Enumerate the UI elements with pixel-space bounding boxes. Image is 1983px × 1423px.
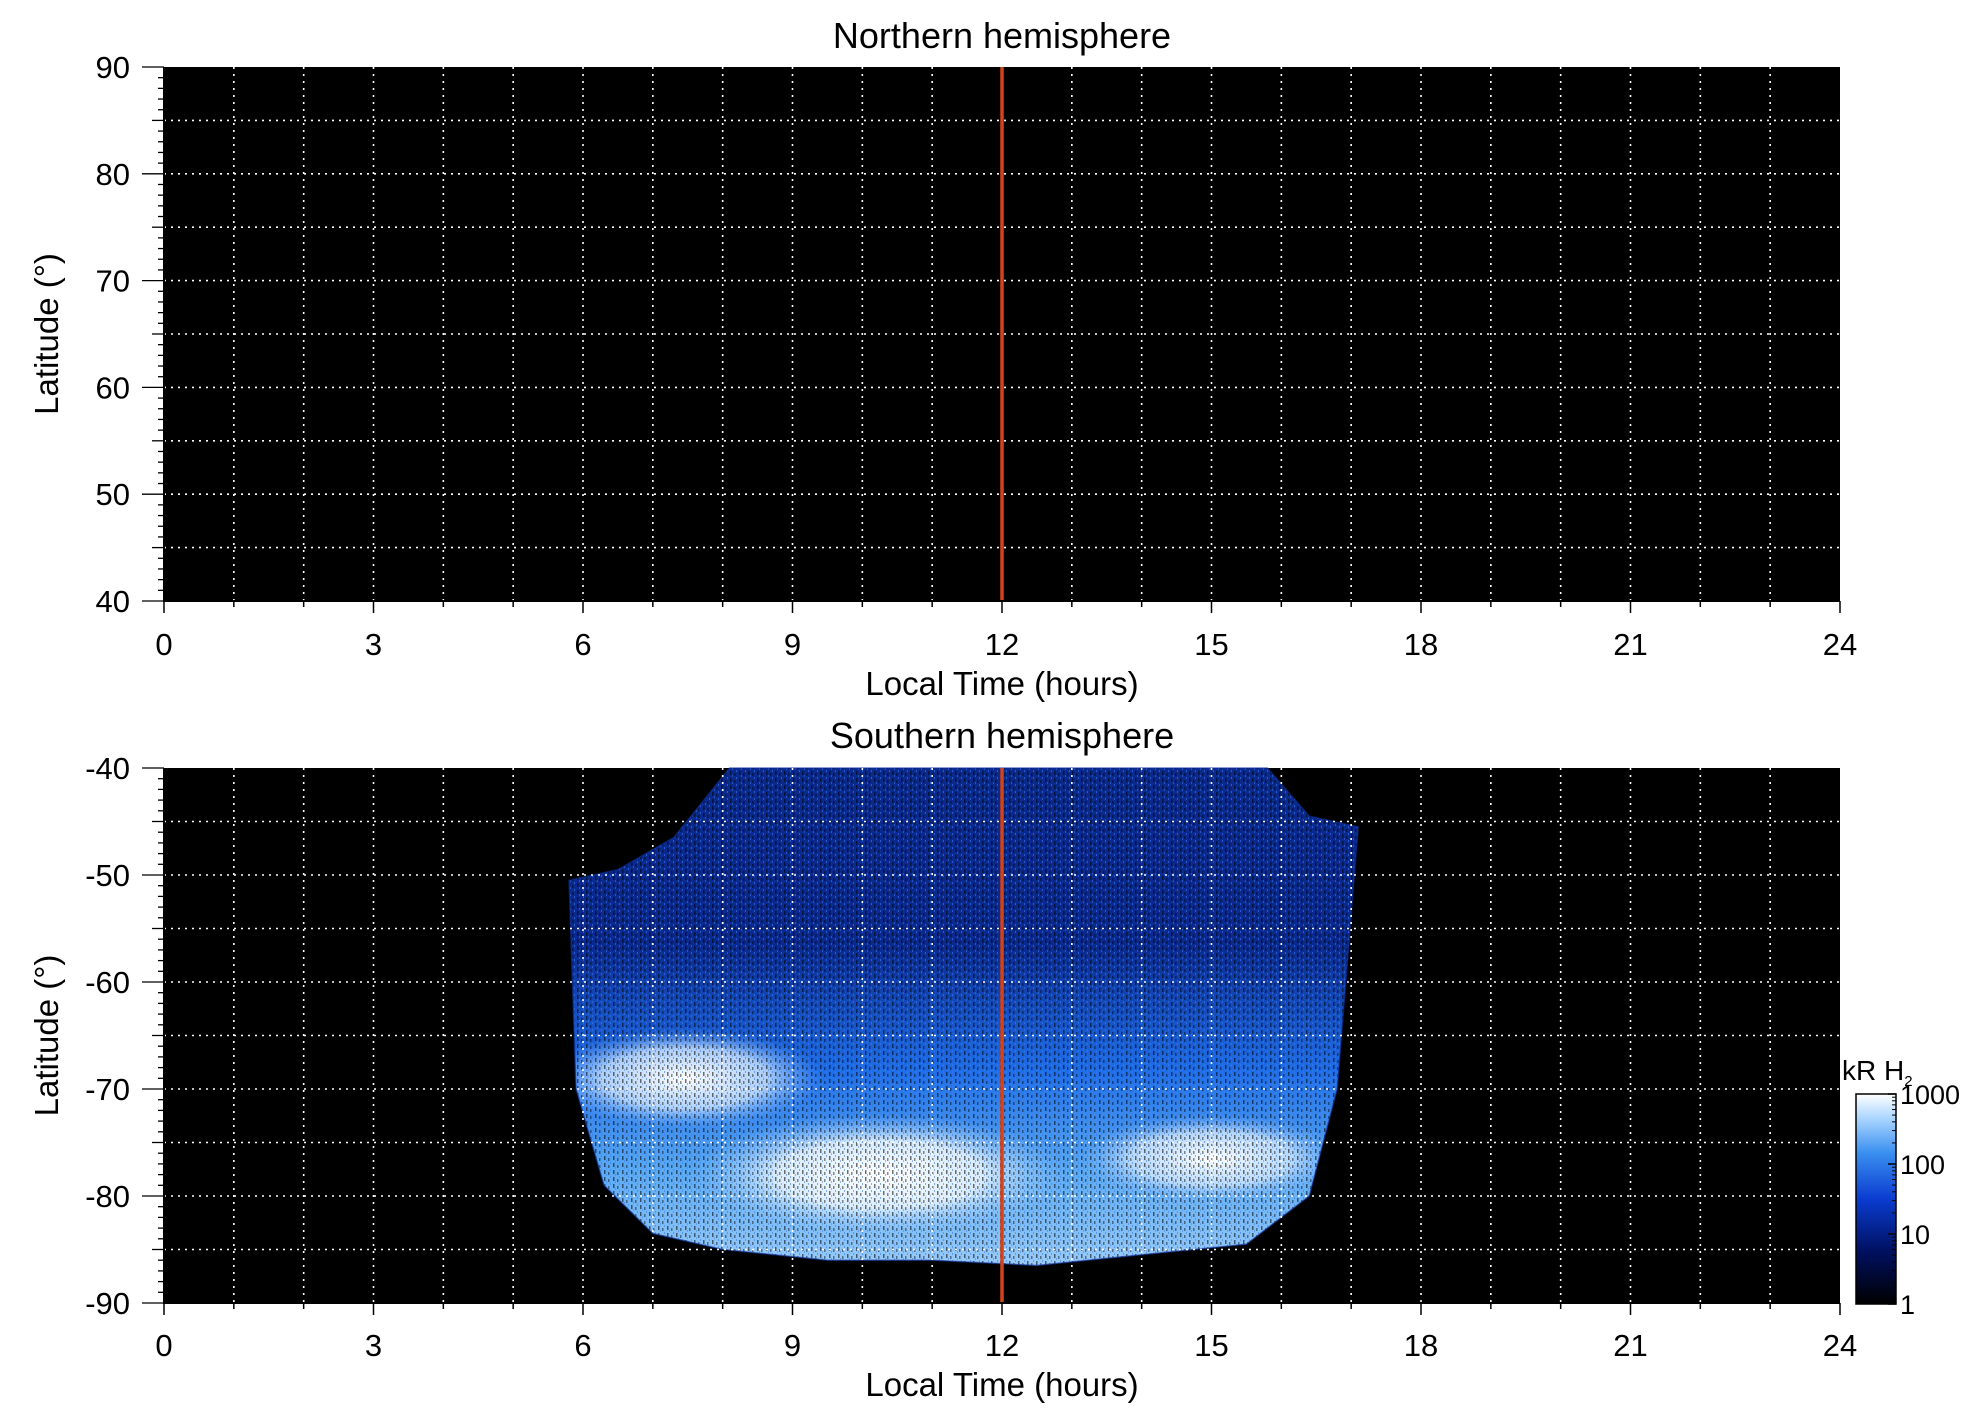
southern-panel: 0 3 6 9 12 15 18 21 24 -40 -50 -60 -70 -80 -90 Southern… <box>28 715 1857 1403</box>
y-tick-label: 40 <box>96 584 130 619</box>
axes <box>142 767 1841 1315</box>
x-tick-label: 24 <box>1823 1328 1857 1363</box>
y-tick-label: -40 <box>85 751 130 786</box>
axes <box>142 66 1841 613</box>
x-tick-label: 15 <box>1194 627 1228 662</box>
y-axis-label: Latitude (°) <box>28 253 65 415</box>
x-tick-label: 15 <box>1194 1328 1228 1363</box>
x-tick-label: 21 <box>1613 1328 1647 1363</box>
x-axis-label: Local Time (hours) <box>865 1366 1138 1403</box>
northern-panel: 0 3 6 9 12 15 18 21 24 40 50 60 70 80 90 Northern hemis… <box>28 15 1857 702</box>
y-tick-label: 80 <box>96 157 130 192</box>
y-tick-label: 90 <box>96 50 130 85</box>
grid <box>164 67 1840 601</box>
y-axis-label: Latitude (°) <box>28 955 65 1117</box>
x-tick-label: 6 <box>574 1328 591 1363</box>
x-axis-label: Local Time (hours) <box>865 665 1138 702</box>
y-tick-label: 50 <box>96 477 130 512</box>
y-tick-label: -90 <box>85 1286 130 1321</box>
y-tick-label: 60 <box>96 370 130 405</box>
colorbar-label: kR H2 <box>1842 1055 1913 1090</box>
colorbar-tick-label: 1000 <box>1900 1080 1960 1110</box>
x-tick-label: 9 <box>784 627 801 662</box>
x-tick-label: 0 <box>155 1328 172 1363</box>
chart-title: Northern hemisphere <box>833 15 1171 56</box>
chart-title: Southern hemisphere <box>830 715 1174 756</box>
y-tick-label: -60 <box>85 965 130 1000</box>
colorbar-tick-label: 1 <box>1900 1290 1915 1320</box>
x-tick-label: 9 <box>784 1328 801 1363</box>
y-tick-label: 70 <box>96 264 130 299</box>
grid <box>164 768 1840 1303</box>
y-tick-label: -80 <box>85 1179 130 1214</box>
x-tick-label: 0 <box>155 627 172 662</box>
colorbar: kR H2 1 10 100 1000 <box>1842 1055 1960 1320</box>
x-tick-label: 18 <box>1404 1328 1438 1363</box>
x-tick-label: 3 <box>365 627 382 662</box>
colorbar-gradient <box>1855 1093 1897 1305</box>
x-tick-label: 3 <box>365 1328 382 1363</box>
x-tick-label: 12 <box>985 1328 1019 1363</box>
y-tick-label: -70 <box>85 1072 130 1107</box>
x-tick-label: 6 <box>574 627 591 662</box>
colorbar-tick-label: 100 <box>1900 1150 1945 1180</box>
colorbar-tick-label: 10 <box>1900 1220 1930 1250</box>
emission-coverage <box>569 768 1359 1266</box>
x-tick-label: 21 <box>1613 627 1647 662</box>
x-tick-label: 12 <box>985 627 1019 662</box>
x-tick-label: 18 <box>1404 627 1438 662</box>
x-tick-label: 24 <box>1823 627 1857 662</box>
y-tick-label: -50 <box>85 858 130 893</box>
